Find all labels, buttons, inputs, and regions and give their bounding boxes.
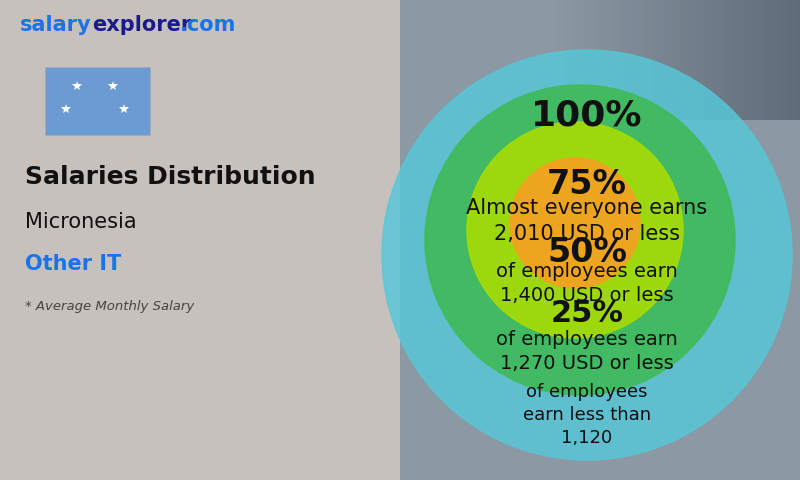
- Text: of employees earn
1,400 USD or less: of employees earn 1,400 USD or less: [496, 262, 678, 305]
- Text: * Average Monthly Salary: * Average Monthly Salary: [25, 300, 194, 313]
- Text: of employees earn
1,270 USD or less: of employees earn 1,270 USD or less: [496, 330, 678, 373]
- Text: 75%: 75%: [547, 168, 627, 202]
- Text: of employees
earn less than
1,120: of employees earn less than 1,120: [523, 384, 651, 447]
- Text: 25%: 25%: [550, 299, 623, 327]
- Text: Other IT: Other IT: [25, 254, 122, 274]
- Text: .com: .com: [180, 15, 236, 35]
- Text: explorer: explorer: [92, 15, 191, 35]
- Text: salary: salary: [20, 15, 92, 35]
- Text: 50%: 50%: [547, 237, 627, 269]
- Circle shape: [467, 122, 683, 338]
- Text: Almost everyone earns
2,010 USD or less: Almost everyone earns 2,010 USD or less: [466, 198, 707, 244]
- FancyBboxPatch shape: [45, 67, 150, 135]
- Text: 100%: 100%: [531, 98, 642, 132]
- Circle shape: [425, 85, 735, 395]
- Circle shape: [510, 158, 640, 288]
- Circle shape: [382, 50, 792, 460]
- Text: Micronesia: Micronesia: [25, 212, 137, 232]
- Text: Salaries Distribution: Salaries Distribution: [25, 165, 316, 189]
